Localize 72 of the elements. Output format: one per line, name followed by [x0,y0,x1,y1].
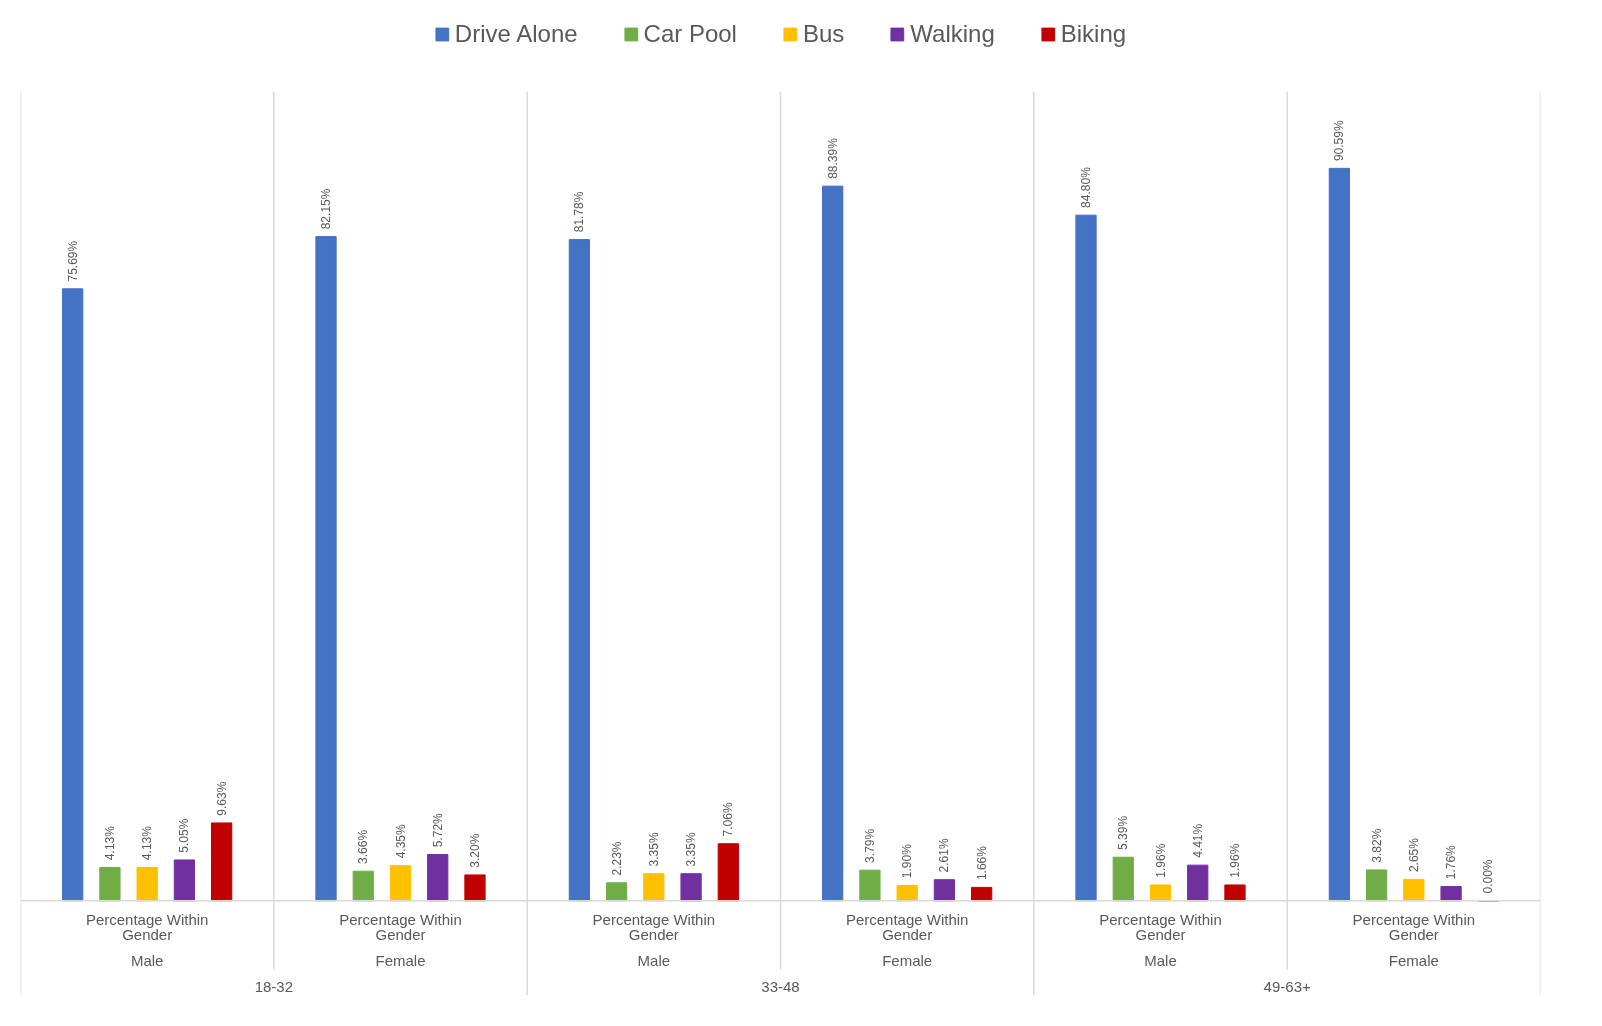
data-label: 82.15% [319,188,334,230]
data-label: 0.00% [1481,859,1496,894]
data-label: 75.69% [65,240,80,282]
bar [99,866,121,902]
data-label: 4.35% [393,823,408,859]
bar [62,288,84,902]
data-label: 3.35% [684,832,699,867]
x-tick-label: Percentage Within Gender Male [85,910,209,970]
bar [1365,869,1388,902]
data-label: 88.39% [825,137,840,179]
data-label: 1.96% [1227,843,1242,878]
x-tick-label: Percentage Within Gender Female [1352,910,1476,970]
data-label: 90.59% [1332,120,1347,162]
text: 49-63+ [1263,977,1311,995]
bar [1328,167,1350,902]
bar [859,869,881,902]
data-label: 3.35% [646,832,661,867]
bar [896,884,918,902]
data-label: 4.41% [1190,823,1205,858]
data-label: 5.05% [177,818,192,853]
legend-label: Bus [802,20,845,48]
bar [717,843,739,902]
x-tick-label: Percentage Within Gender Female [845,910,969,970]
data-label: 5.72% [430,812,445,848]
x-tick-label: Percentage Within Gender Male [1099,910,1222,970]
bar [352,870,374,902]
data-label: 5.39% [1116,815,1131,850]
legend-label: Biking [1060,20,1127,48]
bar [568,239,590,902]
data-label: 3.82% [1369,828,1384,863]
data-label: 4.13% [102,825,117,861]
data-label: 3.66% [356,829,371,864]
bar [464,874,486,902]
bar [1075,214,1097,902]
bar [1403,878,1425,902]
data-label: 2.61% [937,838,952,873]
data-label: 84.80% [1079,166,1094,208]
bar [680,873,702,902]
bar [933,879,956,902]
data-label: 1.66% [974,845,989,881]
x-tick-label: Percentage Within Gender Female [339,910,462,970]
text: 33-48 [761,977,800,995]
bar [822,185,844,902]
bar [605,882,628,902]
legend-label: Car Pool [643,20,737,48]
x-tick-label: Percentage Within Gender Male [592,910,716,970]
data-label: 4.13% [140,825,155,861]
bar [427,854,449,902]
data-label: 81.78% [572,191,587,233]
bar [1224,884,1246,902]
bar [1187,864,1209,902]
bar [136,866,158,902]
bar [211,822,233,902]
bar [1440,886,1462,902]
data-label: 2.65% [1406,837,1421,873]
data-label: 3.79% [862,828,877,863]
bar [1112,856,1134,902]
data-label: 9.63% [214,781,229,816]
bar [389,865,412,902]
bar [315,236,337,902]
bar [173,859,196,902]
legend-label: Walking [910,20,995,48]
data-label: 1.76% [1444,844,1459,880]
data-label: 3.20% [467,833,482,868]
legend-label: Drive Alone [454,20,578,48]
bar [643,873,665,902]
data-label: 7.06% [721,802,736,837]
data-label: 1.90% [900,843,915,879]
data-label: 2.23% [609,841,624,876]
data-label: 1.96% [1153,843,1168,878]
text: 18-32 [254,977,294,995]
bar [1149,884,1172,902]
